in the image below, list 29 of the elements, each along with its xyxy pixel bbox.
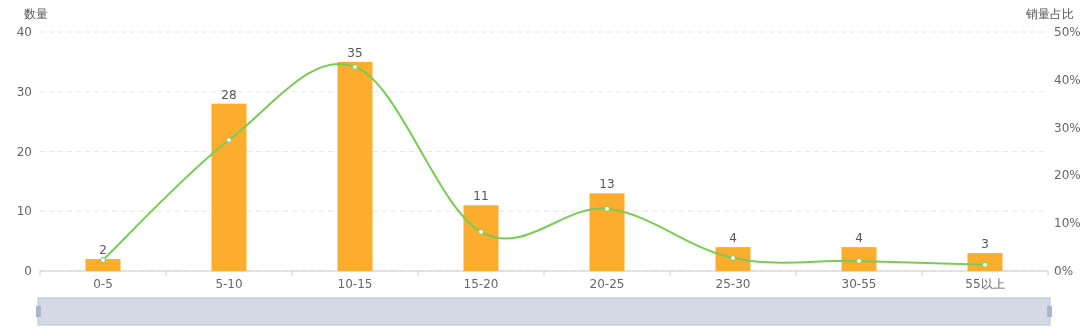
y-tick-label: 40 — [16, 25, 32, 39]
data-label: 2 — [99, 243, 107, 258]
y-axis-title: 数量 — [24, 7, 48, 21]
x-tick-label: 20-25 — [589, 277, 625, 291]
data-label: 4 — [855, 231, 863, 246]
data-label: 11 — [473, 189, 489, 204]
x-tick-label: 0-5 — [93, 277, 113, 291]
data-label: 28 — [221, 87, 237, 102]
y-tick-label: 10 — [16, 204, 32, 219]
y2-tick-label: 20% — [1054, 168, 1080, 183]
y2-tick-label: 0% — [1054, 264, 1074, 278]
x-tick-label: 25-30 — [715, 277, 751, 291]
x-tick-label: 10-15 — [337, 277, 373, 291]
y2-tick-label: 10% — [1054, 216, 1080, 231]
x-tick-label: 30-55 — [841, 277, 877, 291]
y2-tick-label: 40% — [1054, 72, 1080, 87]
x-tick-label: 5-10 — [215, 277, 243, 291]
y-tick-label: 20 — [16, 144, 32, 159]
y2-tick-label: 50% — [1054, 25, 1080, 39]
y-tick-label: 30 — [16, 84, 32, 99]
x-tick-label: 15-20 — [463, 277, 499, 291]
data-label: 13 — [599, 177, 615, 192]
y2-tick-label: 30% — [1054, 120, 1080, 135]
x-tick-label: 55以上 — [965, 277, 1005, 291]
data-label: 4 — [729, 231, 737, 246]
data-label: 3 — [981, 237, 989, 252]
y2-axis-title: 销量占比 — [1025, 7, 1074, 21]
y-tick-label: 0 — [24, 264, 32, 278]
data-label: 35 — [347, 45, 363, 60]
